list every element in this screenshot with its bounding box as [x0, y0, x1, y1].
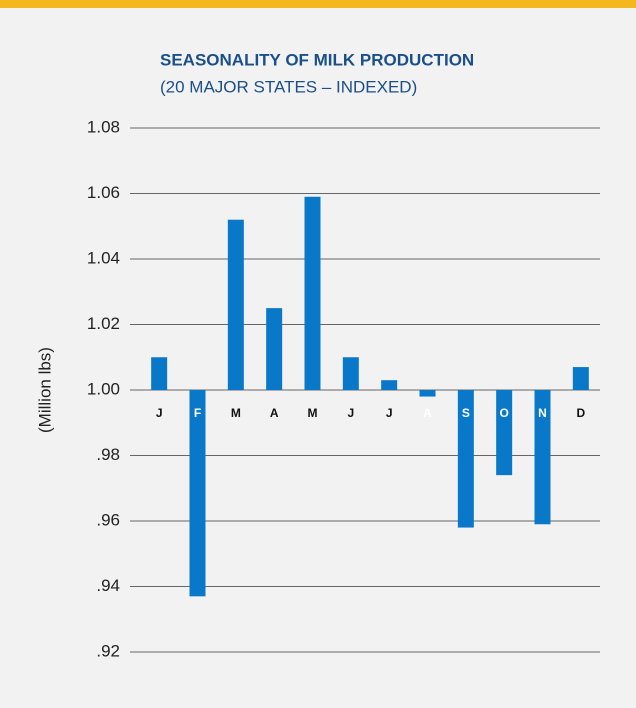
x-tick-label: O — [499, 406, 508, 420]
chart-title: SEASONALITY OF MILK PRODUCTION — [160, 50, 474, 69]
x-tick-label: A — [423, 406, 432, 420]
y-tick-label: .92 — [96, 641, 120, 660]
x-tick-label: J — [347, 406, 354, 420]
x-tick-label: N — [538, 406, 547, 420]
y-axis-label: (Million lbs) — [35, 347, 54, 433]
bar — [189, 390, 206, 597]
bar — [457, 390, 474, 528]
y-tick-label: .94 — [96, 576, 120, 595]
bar — [304, 196, 321, 390]
bar — [151, 357, 168, 390]
y-tick-label: .98 — [96, 445, 120, 464]
y-tick-label: 1.00 — [87, 379, 120, 398]
top-stripe — [0, 0, 636, 8]
x-tick-label: J — [386, 406, 393, 420]
y-tick-label: 1.04 — [87, 248, 120, 267]
x-tick-label: J — [156, 406, 163, 420]
y-tick-label: 1.06 — [87, 183, 120, 202]
y-tick-label: 1.08 — [87, 117, 120, 136]
bar — [534, 390, 551, 525]
x-tick-label: F — [194, 406, 201, 420]
bar — [572, 367, 589, 390]
bar — [227, 219, 244, 390]
bar — [266, 308, 283, 390]
y-tick-label: 1.02 — [87, 314, 120, 333]
bar — [419, 390, 436, 397]
x-tick-label: D — [576, 406, 585, 420]
y-tick-label: .96 — [96, 510, 120, 529]
x-tick-label: S — [462, 406, 470, 420]
x-tick-label: M — [231, 406, 241, 420]
x-tick-label: A — [270, 406, 279, 420]
x-tick-label: M — [308, 406, 318, 420]
bar — [381, 380, 398, 390]
bar — [496, 390, 513, 476]
chart-subtitle: (20 MAJOR STATES – INDEXED) — [160, 77, 417, 96]
bar — [342, 357, 359, 390]
